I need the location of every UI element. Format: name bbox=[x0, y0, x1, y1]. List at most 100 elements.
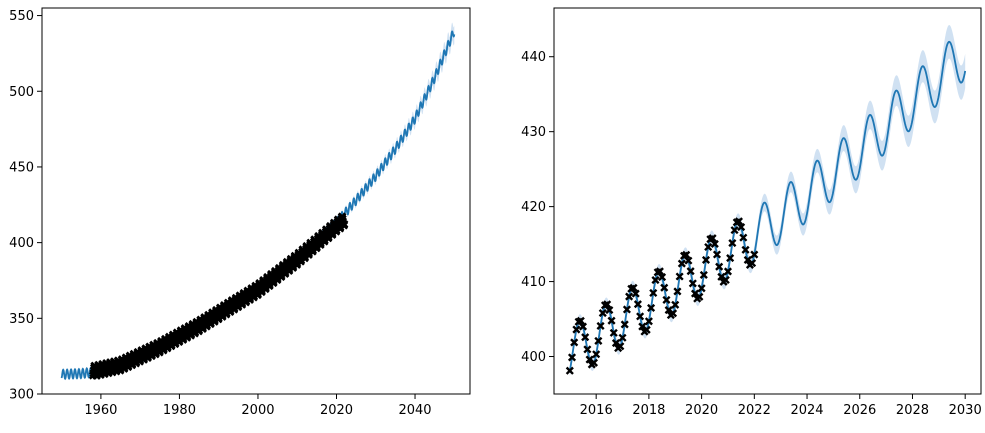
observed-point bbox=[748, 259, 757, 268]
observed-point bbox=[734, 217, 743, 226]
observed-point bbox=[750, 250, 759, 259]
y-tick-label: 440 bbox=[521, 50, 546, 65]
plot-area bbox=[60, 22, 456, 381]
observed-point bbox=[616, 342, 625, 351]
y-tick-label: 400 bbox=[521, 350, 546, 365]
observed-point bbox=[682, 250, 691, 259]
observed-point bbox=[649, 288, 658, 298]
y-tick-label: 410 bbox=[521, 275, 546, 290]
observed-point bbox=[636, 312, 645, 321]
observed-point bbox=[644, 317, 653, 326]
observed-point bbox=[633, 300, 642, 309]
observed-point bbox=[695, 292, 704, 301]
y-tick-label: 500 bbox=[9, 85, 34, 100]
x-tick-label: 2040 bbox=[398, 403, 431, 418]
observed-point bbox=[721, 275, 730, 285]
observed-point bbox=[741, 245, 750, 254]
x-tick-label: 2016 bbox=[580, 403, 613, 418]
axes-frame bbox=[553, 7, 982, 395]
observed-point bbox=[631, 289, 640, 298]
observed-point bbox=[739, 233, 748, 242]
observed-point bbox=[592, 350, 601, 359]
observed-point bbox=[629, 283, 638, 292]
observed-point bbox=[728, 239, 737, 248]
observed-point bbox=[715, 262, 724, 271]
observed-point bbox=[578, 322, 588, 331]
observed-point bbox=[651, 276, 660, 285]
observed-point bbox=[642, 325, 651, 334]
x-tick-label: 1980 bbox=[163, 403, 196, 418]
observed-point bbox=[710, 239, 719, 248]
observed-point bbox=[697, 284, 706, 293]
observed-point bbox=[567, 353, 577, 362]
y-tick-label: 550 bbox=[9, 9, 34, 24]
y-tick-label: 420 bbox=[521, 200, 546, 215]
observed-point bbox=[622, 305, 631, 314]
x-tick-label: 2030 bbox=[949, 403, 982, 418]
observed-point bbox=[688, 279, 697, 288]
y-tick-label: 300 bbox=[9, 388, 34, 403]
observed-point bbox=[609, 328, 618, 337]
observed-point bbox=[684, 256, 693, 265]
observed-point bbox=[686, 267, 695, 276]
observed-point bbox=[581, 333, 590, 342]
x-tick-label: 2026 bbox=[843, 403, 876, 418]
observed-point bbox=[655, 267, 664, 276]
left-panel: 1960 1980 2000 2020 2040 300 350 400 450 500 550 bbox=[9, 7, 471, 418]
x-tick-label: 2022 bbox=[738, 403, 771, 418]
y-tick-label: 430 bbox=[521, 125, 546, 140]
observed-markers bbox=[565, 217, 759, 375]
y-tick-label: 400 bbox=[9, 236, 34, 251]
observed-point bbox=[662, 295, 671, 304]
observed-point bbox=[596, 321, 605, 331]
observed-point bbox=[675, 272, 684, 281]
observed-point bbox=[570, 338, 579, 347]
observed-point bbox=[620, 320, 629, 329]
x-tick-label: 2018 bbox=[632, 403, 665, 418]
observed-point bbox=[699, 270, 708, 279]
observed-point bbox=[723, 267, 733, 276]
observed-point bbox=[671, 300, 680, 309]
observed-point bbox=[607, 316, 616, 325]
uncertainty-band bbox=[569, 25, 966, 377]
observed-point bbox=[583, 345, 592, 354]
x-tick-label: 2000 bbox=[241, 403, 274, 418]
observed-point bbox=[712, 250, 722, 259]
observed-point bbox=[618, 333, 627, 342]
y-tick-label: 450 bbox=[9, 160, 34, 175]
observed-point bbox=[603, 300, 612, 309]
observed-point bbox=[647, 303, 656, 312]
observed-point bbox=[669, 309, 678, 318]
observed-point bbox=[737, 223, 746, 232]
observed-point bbox=[658, 273, 667, 282]
observed-point bbox=[565, 366, 574, 375]
uncertainty-band bbox=[61, 22, 455, 381]
observed-point bbox=[701, 255, 711, 264]
x-tick-label: 2028 bbox=[896, 403, 929, 418]
observed-point bbox=[660, 283, 669, 292]
axes-frame bbox=[41, 7, 471, 395]
observed-markers bbox=[88, 212, 349, 380]
observed-point bbox=[677, 259, 686, 268]
observed-point bbox=[726, 254, 735, 263]
observed-point bbox=[572, 325, 581, 334]
prediction-line bbox=[568, 40, 967, 371]
observed-point bbox=[340, 220, 349, 229]
observed-point bbox=[576, 316, 585, 325]
observed-point bbox=[625, 292, 634, 301]
plot-area bbox=[565, 25, 967, 377]
observed-point bbox=[589, 358, 599, 367]
observed-point bbox=[730, 226, 739, 235]
observed-point bbox=[605, 306, 614, 315]
observed-point bbox=[673, 287, 682, 296]
prediction-line bbox=[60, 30, 456, 381]
x-tick-label: 2024 bbox=[790, 403, 823, 418]
y-tick-label: 350 bbox=[9, 312, 34, 327]
right-panel: 2016 2018 2020 2022 2024 2026 2028 2030 400 410 42… bbox=[521, 7, 982, 418]
x-tick-label: 1960 bbox=[84, 403, 117, 418]
observed-point bbox=[598, 308, 607, 318]
x-tick-label: 2020 bbox=[320, 403, 353, 418]
x-tick-label: 2020 bbox=[685, 403, 718, 418]
